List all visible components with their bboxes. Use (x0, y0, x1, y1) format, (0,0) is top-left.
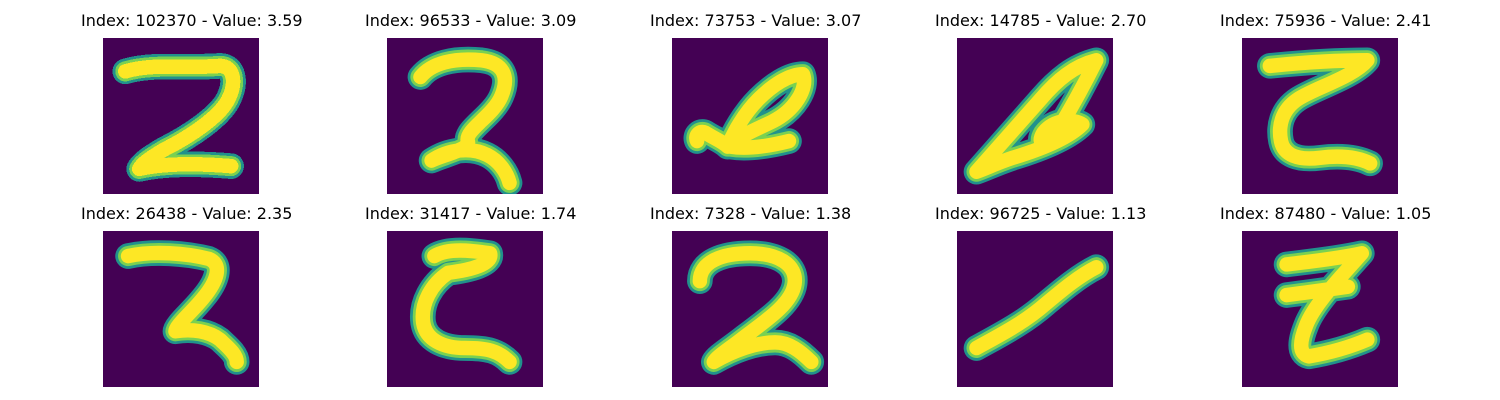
image-panel: Index: 26438 - Value: 2.35 (81, 204, 293, 389)
digit-image (957, 231, 1113, 387)
image-panel: Index: 102370 - Value: 3.59 (81, 11, 303, 196)
digit-image (957, 38, 1113, 194)
panel-title: Index: 75936 - Value: 2.41 (1220, 11, 1432, 30)
image-panel: Index: 31417 - Value: 1.74 (365, 204, 577, 389)
image-panel: Index: 96725 - Value: 1.13 (935, 204, 1147, 389)
panel-title: Index: 87480 - Value: 1.05 (1220, 204, 1432, 223)
panel-title: Index: 14785 - Value: 2.70 (935, 11, 1147, 30)
digit-image (103, 231, 259, 387)
panel-title: Index: 7328 - Value: 1.38 (650, 204, 852, 223)
image-panel: Index: 96533 - Value: 3.09 (365, 11, 577, 196)
digit-image (103, 38, 259, 194)
image-panel: Index: 75936 - Value: 2.41 (1220, 11, 1432, 196)
digit-image (672, 231, 828, 387)
panel-title: Index: 96725 - Value: 1.13 (935, 204, 1147, 223)
panel-title: Index: 31417 - Value: 1.74 (365, 204, 577, 223)
image-panel: Index: 14785 - Value: 2.70 (935, 11, 1147, 196)
image-panel: Index: 87480 - Value: 1.05 (1220, 204, 1432, 389)
image-panel: Index: 73753 - Value: 3.07 (650, 11, 862, 196)
panel-title: Index: 96533 - Value: 3.09 (365, 11, 577, 30)
digit-image (1242, 231, 1398, 387)
image-panel: Index: 7328 - Value: 1.38 (650, 204, 852, 389)
panel-title: Index: 26438 - Value: 2.35 (81, 204, 293, 223)
panel-title: Index: 73753 - Value: 3.07 (650, 11, 862, 30)
digit-image (1242, 38, 1398, 194)
digit-image (387, 231, 543, 387)
digit-image (672, 38, 828, 194)
digit-image (387, 38, 543, 194)
panel-title: Index: 102370 - Value: 3.59 (81, 11, 303, 30)
